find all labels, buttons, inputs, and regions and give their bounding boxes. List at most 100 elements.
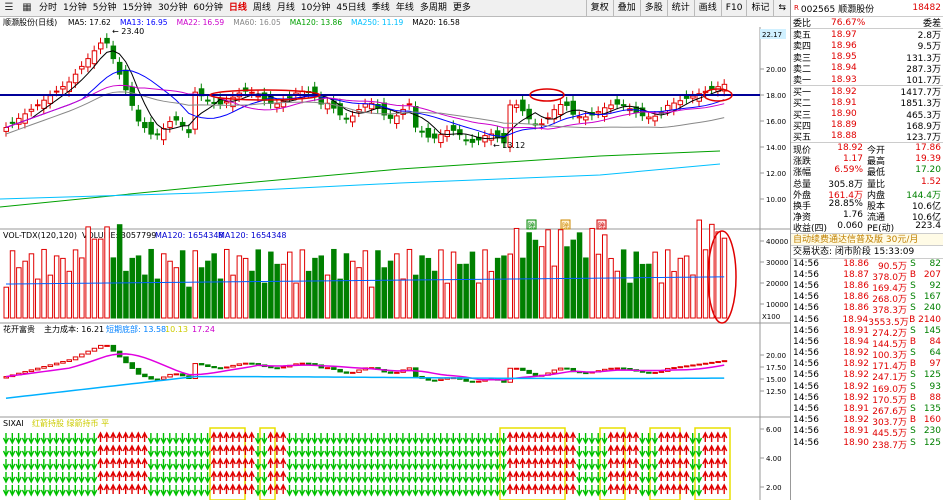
tab-9[interactable]: 10分钟 [300,3,331,13]
tab-4[interactable]: 30分钟 [157,3,188,13]
toolbar-button-4[interactable]: 画线 [693,0,721,16]
toolbar-button-5[interactable]: F10 [720,0,747,16]
volume-bar [400,278,406,319]
tab-11[interactable]: 季线 [371,3,390,13]
ask-row-2[interactable]: 卖三 18.95 131.3万 [791,52,943,64]
down-arrow-icon [154,485,161,497]
up-arrow-icon [248,470,255,481]
tab-5[interactable]: 60分钟 [193,3,223,13]
down-arrow-icon [355,446,362,458]
tab-10[interactable]: 45日线 [336,3,366,13]
ask-row-4[interactable]: 卖一 18.93 101.7万 [791,74,943,87]
down-arrow-icon [387,433,394,445]
cost-candle [305,362,312,365]
up-arrow-icon [658,444,665,455]
tick-list[interactable]: 14:56 18.86 90.5万 S 82 14:56 18.87 378.0万 B 207 14… [791,259,943,451]
toolbar-button-2[interactable]: 多股 [639,0,667,16]
down-arrow-icon [588,433,596,445]
subscription-ad[interactable]: 自动续费通达信普及版 30元/月 [791,232,943,246]
down-arrow-icon [393,485,400,497]
diff-label: 委差 [922,19,941,30]
toolbar-button-6[interactable]: 标记 [746,0,773,16]
tab-12[interactable]: 年线 [395,3,414,13]
down-arrow-icon [380,459,388,471]
order-level-label: 卖四 [793,42,812,53]
up-arrow-icon [519,457,526,468]
candle-body [564,101,570,106]
kline-chart[interactable]: 顺灏股份(日线) MA5: 17.62 MA13: 16.95 MA22: 16.5… [0,17,790,500]
toolbar-button-0[interactable]: 复权 [585,0,613,16]
bid-row-3[interactable]: 买四 18.89 168.9万 [791,120,943,132]
tab-6[interactable]: 日线 [228,3,247,13]
tab-0[interactable]: 分时 [39,3,58,13]
volume-panel-header: VOL-TDX(120,120) VOLUME: 3057799 MA120: … [3,231,287,240]
down-arrow-icon [349,472,356,484]
bid-row-0[interactable]: 买一 18.92 1417.7万 [791,86,943,99]
tick-side: B [909,415,917,426]
tab-13[interactable]: 多周期 [419,3,447,13]
up-arrow-icon [506,470,514,481]
down-arrow-icon [361,485,369,497]
ask-row-3[interactable]: 卖二 18.94 287.3万 [791,63,943,75]
bid-row-2[interactable]: 买三 18.90 465.3万 [791,109,943,121]
tab-14[interactable]: 更多 [452,3,471,13]
down-arrow-icon [412,472,419,484]
up-arrow-icon [532,483,539,494]
up-arrow-icon [613,470,621,481]
down-arrow-icon [298,433,306,445]
volume-bar [53,255,60,319]
down-arrow-icon [78,446,85,458]
stock-code[interactable]: 002565 顺灏股份 [800,4,875,15]
cost-candle [110,344,117,352]
volume-bar [576,232,583,319]
menu-icon[interactable]: ☰ [4,2,14,13]
bid-row-4[interactable]: 买五 18.88 123.7万 [791,131,943,143]
candle-body [557,104,564,115]
down-arrow-icon [387,459,394,471]
main-tick-1: 18.00 [766,92,786,100]
volume-title: VOL-TDX(120,120) [3,231,77,240]
stat-row-7: 收益(四) 0.060 PE(动) 223.4 [791,221,943,234]
cost-candle [72,356,79,361]
up-arrow-icon [229,470,236,481]
swap-icon[interactable]: ⇆ [773,0,790,16]
chart-settings-icon[interactable]: ▦ [22,2,32,13]
bid-book: 买一 18.92 1417.7万 买二 18.91 1851.3万 买三 18.90 465.3… [791,85,943,143]
tick-price: 18.90 [843,437,869,448]
tab-3[interactable]: 15分钟 [122,3,152,13]
ask-row-0[interactable]: 卖五 18.97 2.8万 [791,29,943,42]
order-level-label: 买一 [793,88,812,99]
tab-1[interactable]: 1分钟 [63,3,87,13]
down-arrow-icon [172,485,180,497]
toolbar-button-3[interactable]: 统计 [666,0,694,16]
tab-2[interactable]: 5分钟 [92,3,117,13]
up-arrow-icon [702,444,709,455]
down-arrow-icon [65,485,73,497]
volume-bar [551,265,558,319]
up-arrow-icon [714,470,722,481]
toolbar-button-1[interactable]: 叠加 [612,0,640,16]
up-arrow-icon [632,483,640,494]
chart-area[interactable]: 顺灏股份(日线) MA5: 17.62 MA13: 16.95 MA22: 16.5… [0,17,790,500]
tick-price: 18.92 [843,415,869,426]
volume-bar [85,226,91,319]
highlight-ellipse-1 [209,89,321,101]
ask-row-1[interactable]: 卖四 18.96 9.5万 [791,40,943,53]
tab-7[interactable]: 周线 [252,3,271,13]
stat-value-2: 19.39 [915,154,941,165]
candle-body [274,103,280,108]
up-arrow-icon [563,470,570,481]
up-arrow-icon [273,457,281,468]
down-arrow-icon [380,446,388,458]
tick-time: 14:56 [793,269,819,280]
cost-candle [583,372,589,375]
tab-8[interactable]: 月线 [276,3,295,13]
tick-side: B [909,359,917,370]
down-arrow-icon [695,459,703,471]
bid-row-1[interactable]: 买二 18.91 1851.3万 [791,97,943,110]
order-volume: 287.3万 [906,64,941,75]
volume-bar [142,274,148,319]
candle-body [394,115,400,125]
down-arrow-icon [40,472,47,484]
down-arrow-icon [336,433,344,445]
